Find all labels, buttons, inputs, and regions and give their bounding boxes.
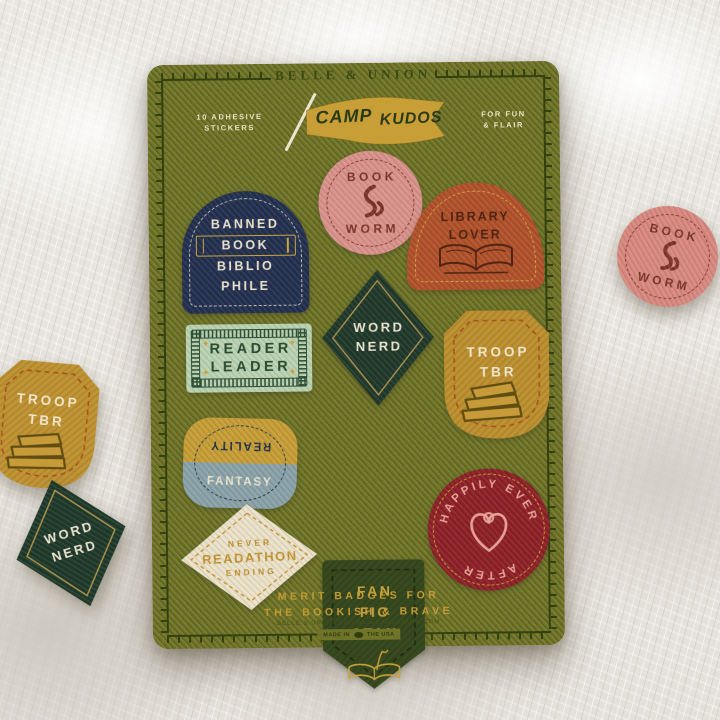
sticker-reality-fantasy: REALITY FANTASY [182, 416, 299, 510]
sticker-library-lover: LIBRARY LOVER [406, 182, 545, 291]
quill-book-icon [348, 649, 401, 681]
stitch-border-left [155, 81, 169, 634]
sticker-count-note: 10 ADHESIVE STICKERS [169, 111, 289, 135]
sticker-reader-leader: ✦ ✦ ✦ ✦ READER LEADER [185, 323, 313, 393]
brand-mark-icon [353, 631, 364, 638]
book-stack-icon [461, 381, 523, 422]
readathon-line1: NEVER [227, 536, 273, 549]
curved-text-emblem: HAPPILY EVER AFTER [438, 478, 540, 581]
banned-line3: BIBLIO [216, 259, 275, 274]
readathon-line2: READATHON [201, 547, 298, 567]
worm-icon [659, 240, 679, 271]
pennant-flag-icon [284, 92, 446, 152]
made-left: MADE IN [323, 631, 351, 638]
sticker-happily-ever-after: HAPPILY EVER AFTER [427, 467, 551, 592]
pennant-shield-shape [322, 559, 426, 689]
banned-line4: PHILE [221, 278, 271, 294]
troop-line1: TROOP [466, 344, 530, 360]
book-stack-icon [6, 433, 67, 470]
sticker-sheet: BELLE & UNION 10 ADHESIVE STICKERS CAMP … [146, 60, 566, 689]
reader-line2: LEADER [210, 358, 292, 376]
fun-flair-line2: & FLAIR [483, 120, 525, 130]
banner-word-camp: CAMP [315, 105, 373, 128]
readathon-line3: ENDING [225, 565, 277, 578]
brand-wordmark: BELLE & UNION [274, 66, 432, 83]
hea-arc-bottom: AFTER [460, 561, 519, 581]
loose-sticker-troop-tbr: TROOP TBR [0, 350, 109, 501]
library-line1: LIBRARY [440, 209, 510, 225]
wordnerd-line1: WORD [353, 319, 405, 336]
troop-line2: TBR [479, 364, 517, 380]
made-right: THE USA [366, 631, 395, 638]
made-in-line: MADE IN THE USA [317, 628, 401, 641]
open-book-icon [438, 243, 513, 274]
sticker-banned-book-bibliophile: BANNED BOOK BIBLIO PHILE [181, 190, 310, 314]
wordnerd-line2: NERD [355, 338, 403, 355]
sticker-count-line2: STICKERS [204, 123, 256, 133]
svg-text:AFTER: AFTER [460, 561, 519, 581]
heart-icon [470, 512, 508, 552]
banned-line1: BANNED [210, 216, 280, 232]
reader-line1: READER [209, 340, 292, 358]
sticker-book-worm: BOOK WORM [317, 150, 423, 256]
banner-title: CAMP KUDOS [315, 102, 443, 129]
book-spine-icon: BOOK [195, 235, 296, 258]
reality-label: REALITY [209, 437, 272, 452]
pocket-shape [0, 359, 100, 489]
banned-line2: BOOK [221, 238, 270, 253]
fantasy-label: FANTASY [206, 474, 273, 489]
sticker-word-nerd: WORD NERD [321, 269, 434, 406]
dashed-border [325, 158, 415, 248]
worm-icon [363, 184, 384, 218]
fun-flair-note: FOR FUN & FLAIR [443, 108, 563, 132]
dashed-border [617, 206, 718, 307]
sticker-fan-fic-stan: FAN FIC STAN [318, 554, 429, 695]
camp-kudos-banner: CAMP KUDOS [275, 89, 452, 155]
banner-word-kudos: KUDOS [379, 108, 443, 129]
pocket-shape [443, 310, 550, 439]
sticker-troop-tbr: TROOP TBR [437, 306, 557, 444]
loose-sticker-book-worm: BOOK WORM [607, 196, 720, 317]
